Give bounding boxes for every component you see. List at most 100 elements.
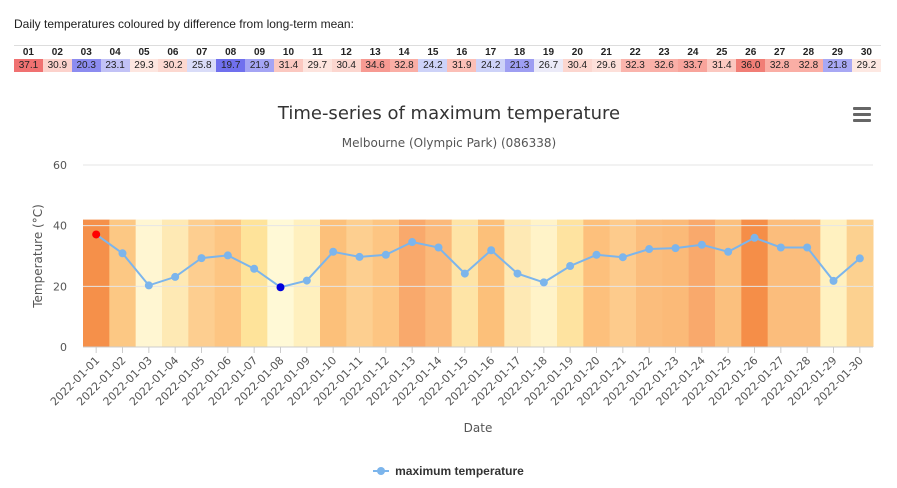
- day-number-row: 01 02 03 04 05 06 07 08 09 10 11 12 13 14 15 16 17 18 19 20…: [14, 46, 881, 60]
- data-point[interactable]: [618, 253, 627, 262]
- temperature-cell: 37.1: [14, 59, 43, 72]
- data-point[interactable]: [329, 247, 338, 256]
- day-number-cell: 18: [514, 47, 526, 58]
- y-tick-label: 20: [53, 280, 67, 293]
- temperature-cell: 19.7: [216, 59, 246, 72]
- day-number-cell: 24: [687, 47, 699, 58]
- hamburger-menu-icon-bar: [853, 113, 871, 116]
- day-number-cell: 28: [802, 47, 815, 58]
- data-point[interactable]: [408, 238, 417, 247]
- day-number-cell: 25: [716, 47, 728, 58]
- difference-band: [109, 219, 137, 347]
- temperature-cell: 29.3: [129, 59, 159, 72]
- temperature-cell: 20.3: [71, 59, 101, 72]
- data-point[interactable]: [118, 249, 127, 258]
- day-number-cell: 17: [485, 47, 497, 58]
- data-point[interactable]: [250, 264, 259, 273]
- day-number-cell: 02: [51, 47, 63, 58]
- difference-band: [83, 219, 110, 347]
- day-number-cell: 01: [22, 47, 34, 58]
- y-tick-label: 60: [53, 159, 67, 172]
- data-point[interactable]: [487, 246, 496, 255]
- difference-band: [636, 219, 663, 347]
- chart-menu-button[interactable]: [850, 104, 874, 126]
- day-number-cell: 23: [658, 47, 670, 58]
- day-number-cell: 05: [138, 47, 150, 58]
- day-number-cell: 09: [254, 47, 266, 58]
- data-point[interactable]: [92, 230, 101, 239]
- data-point[interactable]: [355, 252, 364, 261]
- temperature-cell: 29.6: [591, 59, 621, 72]
- hamburger-menu-icon: [853, 107, 871, 110]
- data-point[interactable]: [724, 247, 733, 256]
- day-number-cell: 03: [80, 47, 92, 58]
- difference-band: [478, 219, 505, 347]
- data-point[interactable]: [829, 276, 838, 285]
- day-number-cell: 07: [196, 47, 208, 58]
- data-point[interactable]: [697, 240, 706, 249]
- data-point[interactable]: [171, 272, 180, 281]
- data-point[interactable]: [539, 278, 548, 287]
- data-point[interactable]: [434, 243, 443, 252]
- difference-band: [662, 219, 690, 347]
- y-tick-label: 0: [60, 341, 67, 354]
- difference-band: [609, 219, 637, 347]
- y-axis-ticks: 0 20 40 60: [53, 159, 67, 354]
- day-number-cell: 27: [774, 47, 786, 58]
- day-number-cell: 11: [312, 47, 323, 58]
- day-number-cell: 12: [340, 47, 352, 58]
- data-point[interactable]: [750, 233, 759, 242]
- data-point[interactable]: [671, 244, 680, 253]
- temperature-cell: 26.7: [534, 59, 563, 72]
- data-point[interactable]: [197, 254, 206, 263]
- temperature-cell: 30.4: [562, 59, 592, 72]
- data-point[interactable]: [381, 250, 390, 259]
- temperature-cell: 32.6: [649, 59, 679, 72]
- temperature-cell: 23.1: [100, 59, 130, 72]
- data-point[interactable]: [592, 250, 601, 259]
- temperature-cell: 34.6: [360, 59, 390, 72]
- data-point[interactable]: [144, 281, 153, 290]
- temperature-cell: 30.4: [331, 59, 361, 72]
- temperature-cell: 31.4: [707, 59, 737, 72]
- difference-band: [583, 219, 611, 347]
- difference-band: [425, 219, 453, 347]
- difference-band: [846, 219, 874, 347]
- difference-band: [241, 219, 268, 347]
- temperature-cell: 25.8: [187, 59, 217, 72]
- difference-band: [767, 219, 795, 347]
- difference-band: [214, 219, 242, 347]
- difference-band: [346, 219, 374, 347]
- temperature-cell: 33.7: [678, 59, 708, 72]
- difference-band: [188, 219, 216, 347]
- difference-band: [320, 219, 347, 347]
- data-point[interactable]: [513, 269, 522, 278]
- daily-temperature-table: 01 02 03 04 05 06 07 08 09 10 11 12 13 14 15 16 17 18 19 20…: [14, 45, 881, 72]
- data-point[interactable]: [645, 245, 654, 254]
- legend-item-maximum-temperature[interactable]: maximum temperature: [373, 464, 524, 478]
- difference-band: [162, 219, 189, 347]
- data-point[interactable]: [302, 276, 311, 285]
- data-point[interactable]: [855, 254, 864, 263]
- data-point[interactable]: [566, 262, 575, 271]
- intro-text: Daily temperatures coloured by differenc…: [14, 17, 354, 31]
- data-point[interactable]: [223, 251, 232, 260]
- temperature-cell: 29.7: [302, 59, 332, 72]
- day-number-cell: 16: [456, 47, 468, 58]
- day-number-cell: 19: [542, 47, 555, 58]
- data-point[interactable]: [276, 283, 285, 292]
- day-number-cell: 26: [745, 47, 757, 58]
- temperature-cell: 29.2: [851, 59, 881, 72]
- day-number-cell: 14: [398, 47, 410, 58]
- data-point[interactable]: [803, 243, 812, 252]
- data-point[interactable]: [776, 243, 785, 252]
- day-number-cell: 15: [427, 47, 439, 58]
- gridlines: [83, 164, 873, 348]
- data-point[interactable]: [460, 269, 469, 278]
- day-number-cell: 10: [282, 47, 295, 58]
- x-axis-label: Date: [464, 421, 493, 435]
- temperature-cell: 21.8: [822, 59, 852, 72]
- series-line-maximum-temperature: [95, 233, 861, 289]
- day-number-cell: 21: [600, 47, 612, 58]
